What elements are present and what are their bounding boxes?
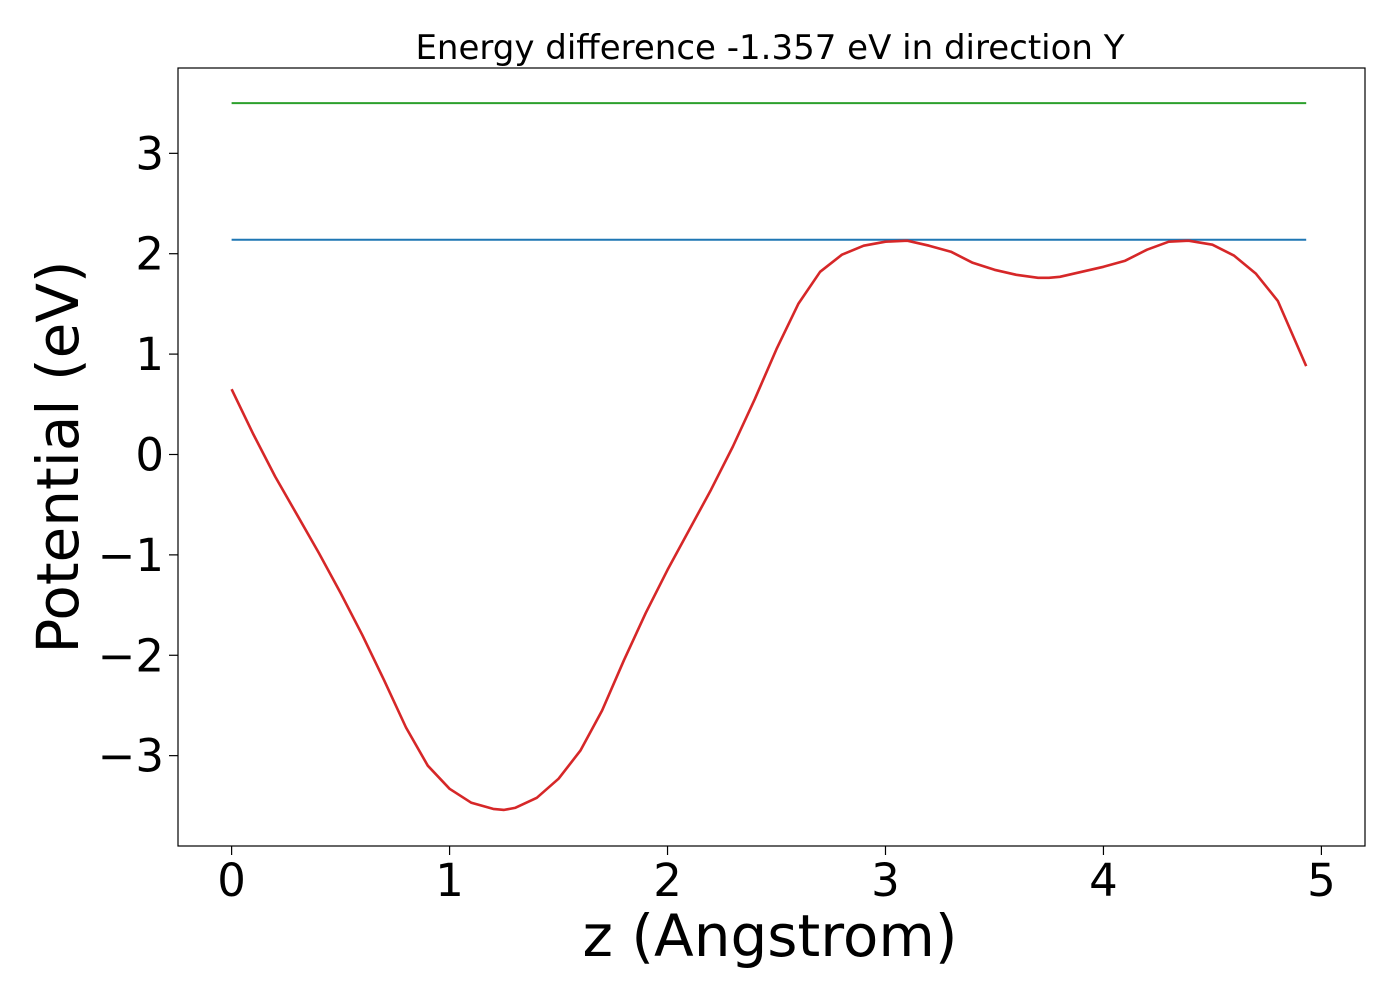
y-axis-ticks: −3 −2 −1 0 1 2 3 — [98, 127, 178, 783]
x-tick-label: 1 — [435, 854, 464, 907]
y-tick-label: −2 — [98, 629, 164, 682]
x-tick-label: 0 — [217, 854, 246, 907]
series-layer — [230, 102, 1308, 812]
y-axis-label: Potential (eV) — [24, 260, 92, 653]
y-tick-label: 3 — [135, 127, 164, 180]
x-tick-label: 4 — [1089, 854, 1118, 907]
chart-title: Energy difference -1.357 eV in direction… — [415, 28, 1124, 68]
x-axis-label: z (Angstrom) — [583, 902, 958, 970]
x-axis-ticks: 0 1 2 3 4 5 — [217, 846, 1336, 907]
plot-area-frame — [177, 67, 1366, 847]
x-tick-label: 3 — [871, 854, 900, 907]
series-line-2 — [230, 239, 1308, 812]
x-tick-label: 2 — [653, 854, 682, 907]
y-tick-label: 0 — [135, 428, 164, 481]
y-tick-label: 1 — [135, 328, 164, 381]
y-tick-label: 2 — [135, 228, 164, 281]
y-tick-label: −1 — [98, 529, 164, 582]
x-tick-label: 5 — [1307, 854, 1336, 907]
y-tick-label: −3 — [98, 730, 164, 783]
